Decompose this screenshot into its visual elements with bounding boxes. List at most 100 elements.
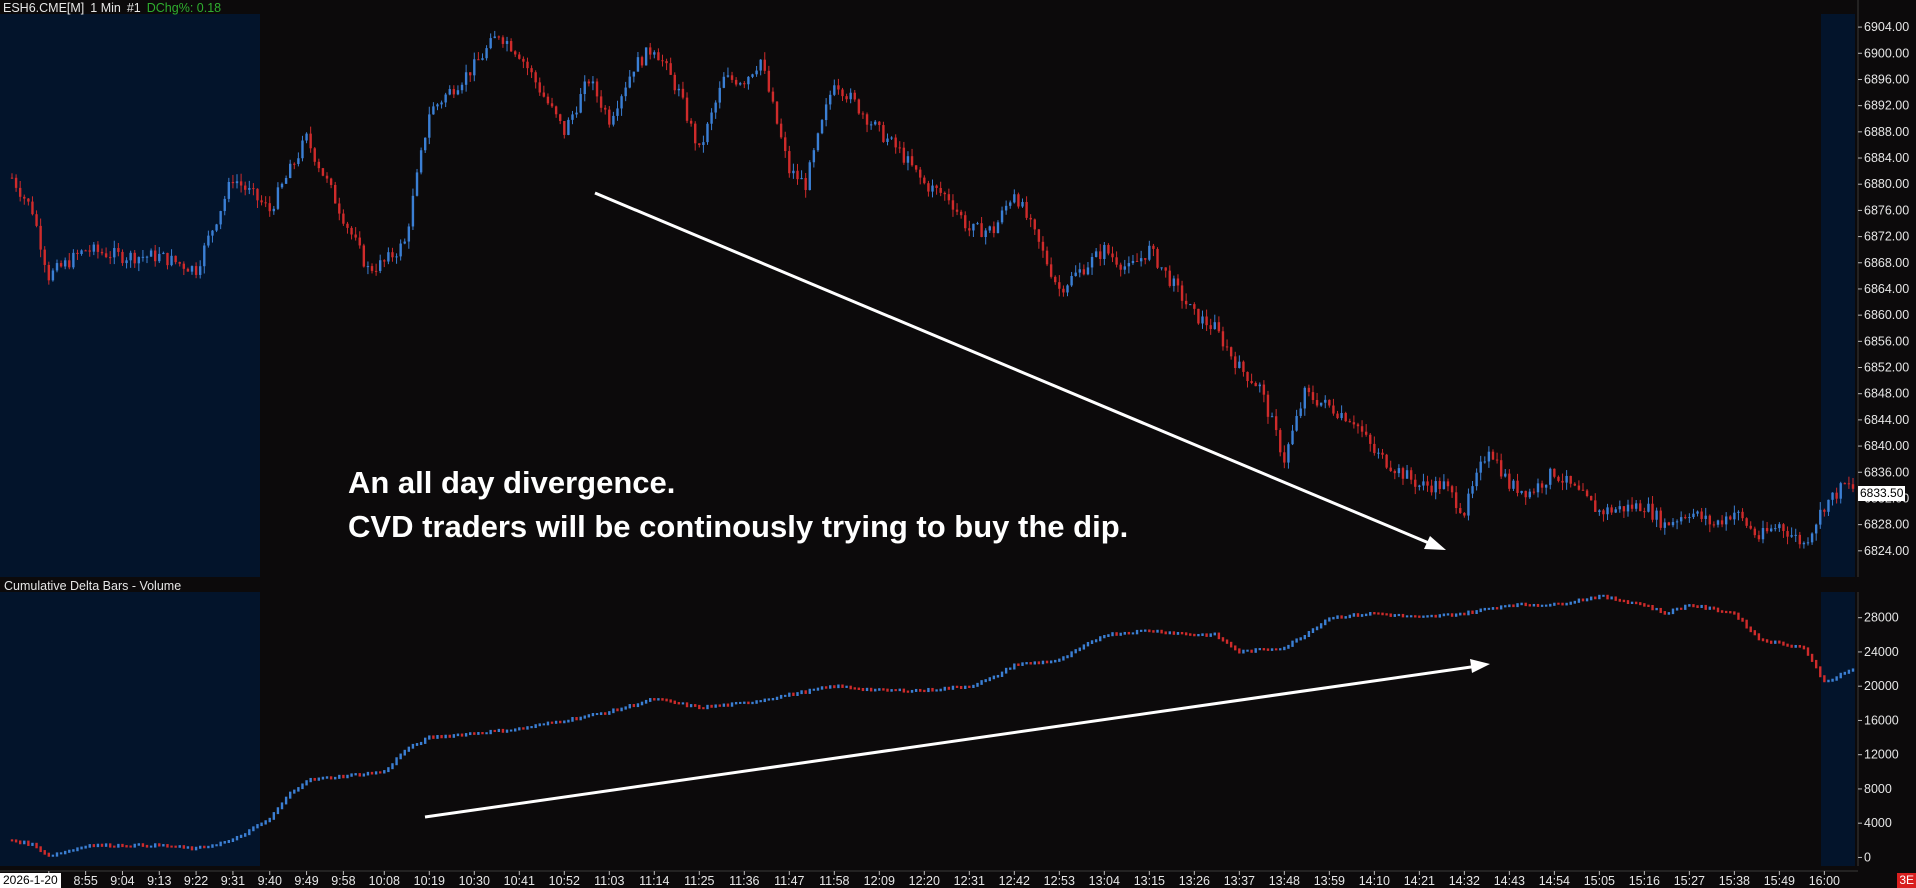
- price-candle: [1385, 454, 1388, 468]
- cvd-bar: [1336, 615, 1339, 619]
- cvd-bar: [1373, 612, 1376, 615]
- price-candle: [354, 234, 357, 238]
- interval-label[interactable]: 1 Min: [90, 1, 121, 15]
- price-candle: [935, 185, 938, 189]
- price-candle: [403, 241, 406, 244]
- cvd-bar: [1675, 607, 1679, 611]
- price-candle: [951, 200, 955, 210]
- price-candle: [358, 237, 361, 246]
- price-axis-label: 6828.00: [1864, 518, 1909, 532]
- time-axis-label: 15:05: [1584, 874, 1615, 888]
- cvd-bar: [354, 773, 357, 776]
- cvd-bar: [1054, 659, 1057, 663]
- time-axis[interactable]: 8:468:559:049:139:229:319:409:499:5810:0…: [0, 870, 1858, 888]
- price-candle: [1778, 524, 1781, 529]
- cvd-bar: [1589, 596, 1593, 601]
- price-candle: [137, 257, 141, 264]
- price-candle: [812, 150, 816, 163]
- cvd-bar: [1283, 646, 1286, 651]
- price-candle: [538, 82, 541, 93]
- cvd-bar: [587, 714, 591, 718]
- price-axis-label: 6836.00: [1864, 465, 1909, 479]
- price-candle: [1704, 515, 1707, 519]
- cvd-bar: [1737, 612, 1740, 620]
- price-candle: [158, 253, 161, 262]
- price-candle: [129, 252, 132, 261]
- price-candle: [1127, 263, 1131, 267]
- cvd-bar: [481, 732, 484, 735]
- price-candle: [166, 252, 169, 266]
- price-candle: [1839, 483, 1842, 499]
- corner-badge[interactable]: 3E: [1897, 873, 1916, 888]
- price-candle: [1667, 522, 1671, 526]
- study-title[interactable]: Cumulative Delta Bars - Volume: [4, 579, 182, 593]
- cvd-bar: [227, 840, 231, 844]
- price-candle: [1483, 461, 1486, 463]
- price-candle: [1639, 503, 1642, 512]
- time-axis-label: 9:13: [147, 874, 171, 888]
- cvd-bar: [1381, 612, 1384, 616]
- price-candle: [1602, 510, 1605, 515]
- cvd-bar: [1225, 639, 1229, 644]
- cvd-bar: [1058, 658, 1061, 662]
- cvd-bar: [1573, 600, 1577, 604]
- price-candle: [248, 188, 251, 190]
- cvd-bar: [861, 687, 865, 692]
- price-candle: [554, 106, 558, 115]
- cvd-bar: [194, 846, 198, 851]
- cvd-bar: [203, 845, 206, 849]
- symbol-label[interactable]: ESH6.CME[M]: [3, 1, 85, 15]
- cvd-bar: [1843, 671, 1847, 675]
- price-candle: [518, 54, 521, 59]
- cvd-bar: [235, 835, 239, 841]
- cvd-bar: [1749, 626, 1752, 633]
- cvd-bar: [1598, 594, 1601, 600]
- cvd-bar: [612, 708, 615, 714]
- price-candle: [767, 70, 771, 92]
- cvd-bar: [775, 696, 779, 700]
- price-candle: [207, 235, 210, 246]
- cvd-uptrend-arrowhead: [1470, 659, 1490, 673]
- cvd-bar: [1585, 598, 1589, 602]
- price-candle: [333, 184, 337, 204]
- cvd-axis[interactable]: 0 4000 8000 12000 16000 20000 24000 28000: [1857, 592, 1899, 866]
- cvd-bar: [567, 719, 570, 723]
- price-candle: [1700, 511, 1703, 519]
- price-candle: [329, 178, 333, 185]
- time-axis-label: 9:04: [110, 874, 134, 888]
- price-candle: [1029, 217, 1032, 220]
- price-candle: [1622, 506, 1626, 512]
- cvd-bar: [710, 704, 713, 708]
- cvd-bar: [1307, 631, 1311, 638]
- price-candle: [747, 76, 750, 85]
- price-candle: [18, 187, 22, 197]
- cvd-bar: [505, 729, 509, 733]
- price-candle: [350, 227, 353, 235]
- price-candle: [1692, 513, 1695, 518]
- cvd-bar: [685, 702, 689, 708]
- price-candle: [849, 92, 852, 100]
- price-candle: [1373, 443, 1376, 454]
- cvd-bar: [485, 732, 488, 735]
- price-axis-label: 6860.00: [1864, 308, 1909, 322]
- price-candle: [910, 156, 914, 166]
- price-candle: [485, 48, 488, 59]
- cvd-bar: [1066, 655, 1069, 659]
- price-candle: [608, 109, 611, 125]
- cvd-bar: [1454, 613, 1458, 617]
- cvd-bar: [579, 716, 582, 721]
- cvd-bar: [1692, 604, 1695, 608]
- cvd-bar: [264, 820, 267, 825]
- price-axis[interactable]: 6904.00 6900.00 6896.00 6892.00 6888.00 6884.…: [1857, 0, 1909, 577]
- cvd-bar: [1156, 629, 1159, 633]
- annotation-line-1: An all day divergence.: [348, 465, 676, 500]
- price-candle: [1761, 528, 1765, 540]
- price-candle: [1532, 491, 1536, 493]
- price-candle: [239, 181, 243, 186]
- cvd-bar: [436, 735, 439, 739]
- cvd-bar: [493, 729, 496, 733]
- price-candle: [673, 74, 676, 91]
- cvd-bar: [542, 723, 546, 726]
- cvd-bar: [395, 757, 398, 766]
- price-axis-label: 6852.00: [1864, 361, 1909, 375]
